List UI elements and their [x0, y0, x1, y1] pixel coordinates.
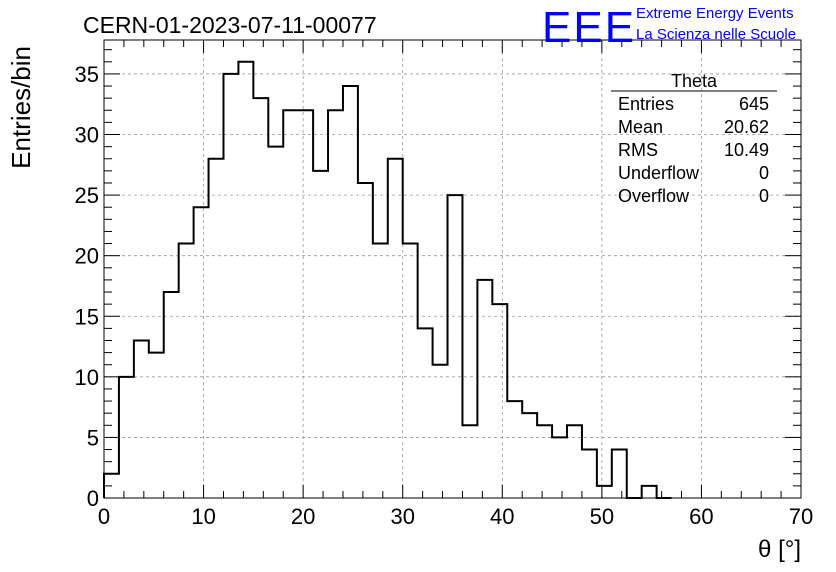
histogram-bin: [612, 450, 627, 498]
y-axis-label: Entries/bin: [6, 46, 36, 169]
x-tick-label: 70: [789, 504, 813, 529]
histogram-bin: [567, 425, 582, 498]
histogram-bin: [582, 450, 597, 498]
plot-frame: [103, 39, 802, 499]
tick-labels: 0 10 20 30 40 50 60 70 0 5 10 15 20 25 30 35: [75, 62, 814, 529]
eee-logo: EEE Extreme Energy Events La Scienza nel…: [542, 3, 796, 52]
x-tick-label: 10: [191, 504, 215, 529]
histogram-bin: [313, 171, 328, 498]
histogram-bin: [283, 110, 298, 498]
stats-row-label: Overflow: [618, 186, 690, 206]
y-tick-label: 25: [75, 183, 99, 208]
stats-row-label: RMS: [618, 140, 658, 160]
histogram-bin: [448, 195, 463, 498]
x-tick-label: 30: [390, 504, 414, 529]
histogram-bin: [552, 437, 567, 498]
y-tick-label: 0: [87, 486, 99, 511]
histogram-bin: [522, 413, 537, 498]
stats-box: Theta Entries 645 Mean 20.62 RMS 10.49 Underfl…: [611, 71, 777, 206]
stats-row-label: Entries: [618, 94, 674, 114]
y-tick-label: 5: [87, 425, 99, 450]
histogram-bin: [477, 280, 492, 498]
histogram-bin: [462, 425, 477, 498]
histogram-bin: [149, 353, 164, 498]
x-tick-label: 40: [490, 504, 514, 529]
histogram-bin: [268, 147, 283, 498]
histogram-bin: [597, 486, 612, 498]
histogram-bin: [418, 328, 433, 498]
y-tick-label: 10: [75, 365, 99, 390]
stats-row-value: 20.62: [724, 117, 769, 137]
x-tick-label: 0: [98, 504, 110, 529]
histogram-bin: [403, 244, 418, 498]
histogram-bin: [328, 110, 343, 498]
histogram-bin: [298, 110, 313, 498]
stats-rows: Entries 645 Mean 20.62 RMS 10.49 Underflow 0 Ove…: [618, 94, 769, 206]
histogram-bin: [507, 401, 522, 498]
axis-ticks: [103, 40, 802, 499]
y-tick-label: 20: [75, 244, 99, 269]
histogram-bin: [492, 304, 507, 498]
stats-title: Theta: [671, 71, 718, 91]
stats-row-value: 645: [739, 94, 769, 114]
histogram-bin: [253, 98, 268, 498]
histogram-outline: [103, 60, 672, 499]
histogram-bin: [179, 244, 194, 498]
stats-row-value: 10.49: [724, 140, 769, 160]
stats-row-value: 0: [759, 163, 769, 183]
histogram-bars: [103, 60, 672, 499]
x-tick-label: 50: [590, 504, 614, 529]
histogram-bin: [358, 183, 373, 498]
histogram-bin: [194, 207, 209, 498]
histogram-bin: [388, 159, 403, 498]
histogram-bin: [373, 244, 388, 498]
stats-row-label: Underflow: [618, 163, 700, 183]
histogram-bin: [433, 365, 448, 498]
histogram-bin: [238, 62, 253, 498]
y-tick-label: 15: [75, 304, 99, 329]
x-tick-label: 20: [291, 504, 315, 529]
run-title: CERN-01-2023-07-11-00077: [83, 12, 377, 38]
stats-row-label: Mean: [618, 117, 663, 137]
project-name: Extreme Energy Events: [636, 5, 794, 22]
x-axis-label: θ [°]: [758, 536, 801, 563]
stats-row-value: 0: [759, 186, 769, 206]
y-tick-label: 30: [75, 123, 99, 148]
y-tick-label: 35: [75, 62, 99, 87]
histogram-bin: [164, 292, 179, 498]
eee-logo-text: EEE: [542, 3, 636, 52]
histogram-bin: [134, 340, 149, 498]
histogram-bin: [642, 486, 657, 498]
grid-lines: [104, 40, 801, 498]
histogram-bin: [209, 159, 224, 498]
histogram-bin: [343, 86, 358, 498]
x-tick-label: 60: [689, 504, 713, 529]
histogram-bin: [223, 74, 238, 498]
histogram-bin: [537, 425, 552, 498]
project-subtitle: La Scienza nelle Scuole: [636, 26, 796, 43]
histogram-bin: [119, 377, 134, 498]
